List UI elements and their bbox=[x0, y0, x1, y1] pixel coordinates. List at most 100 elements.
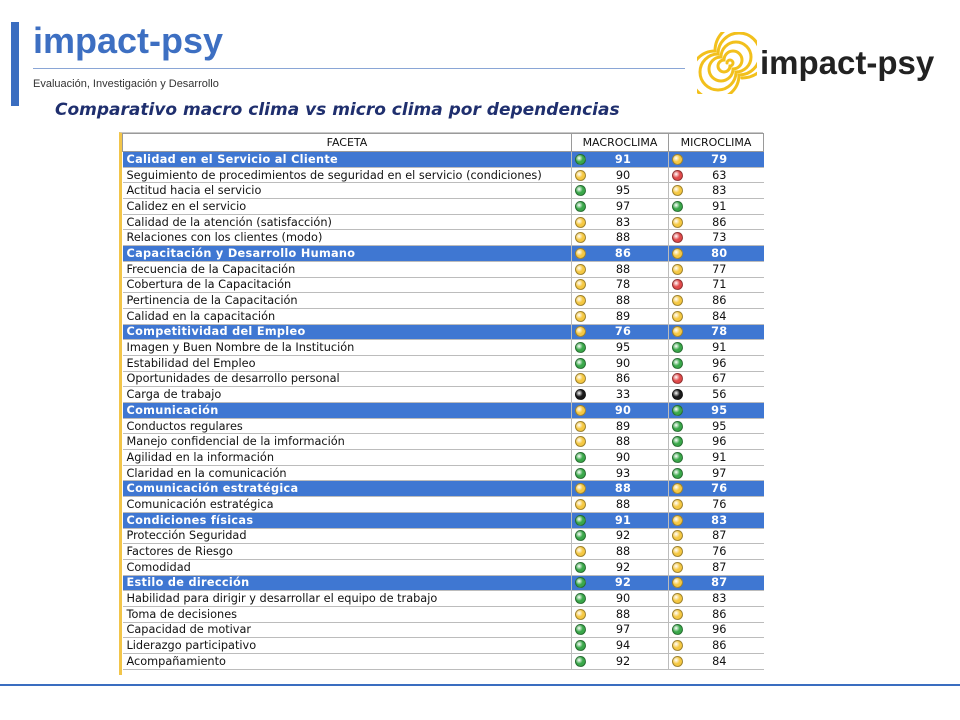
score-value: 88 bbox=[615, 294, 631, 308]
score-value: 92 bbox=[615, 529, 631, 543]
score-value: 94 bbox=[615, 639, 631, 653]
score-value: 91 bbox=[614, 152, 632, 166]
macroclima-cell: 88 bbox=[571, 480, 669, 498]
macroclima-cell: 76 bbox=[571, 324, 669, 341]
microclima-cell: 56 bbox=[668, 386, 764, 403]
faceta-cell: Comunicación bbox=[122, 402, 572, 419]
status-dot-icon bbox=[672, 655, 683, 667]
status-dot-icon bbox=[575, 655, 586, 667]
microclima-cell: 87 bbox=[668, 559, 764, 576]
status-dot-icon bbox=[672, 279, 683, 291]
score-value: 97 bbox=[712, 466, 727, 480]
score-value: 91 bbox=[712, 341, 727, 355]
status-dot-icon bbox=[672, 153, 683, 165]
score-value: 33 bbox=[615, 388, 631, 402]
status-dot-icon bbox=[575, 200, 586, 212]
status-dot-icon bbox=[672, 467, 683, 479]
status-dot-icon bbox=[672, 514, 683, 526]
score-value: 63 bbox=[712, 168, 727, 182]
microclima-cell: 76 bbox=[668, 496, 764, 513]
macroclima-cell: 91 bbox=[571, 151, 669, 168]
score-value: 78 bbox=[711, 325, 728, 339]
faceta-cell: Toma de decisiones bbox=[122, 606, 572, 623]
macroclima-cell: 88 bbox=[571, 433, 669, 451]
microclima-cell: 91 bbox=[668, 339, 764, 356]
status-dot-icon bbox=[575, 593, 586, 605]
status-dot-icon bbox=[672, 420, 683, 432]
column-header-microclima: MICROCLIMA bbox=[668, 133, 764, 152]
macroclima-cell: 83 bbox=[571, 214, 669, 231]
macroclima-cell: 88 bbox=[571, 606, 669, 623]
table-header-row: FACETA MACROCLIMA MICROCLIMA bbox=[122, 133, 764, 152]
score-value: 83 bbox=[711, 513, 728, 527]
macroclima-cell: 88 bbox=[571, 261, 669, 278]
score-value: 67 bbox=[712, 372, 727, 386]
score-value: 86 bbox=[712, 294, 727, 308]
status-dot-icon bbox=[575, 373, 586, 385]
score-value: 76 bbox=[712, 545, 727, 559]
score-value: 76 bbox=[614, 325, 632, 339]
status-dot-icon bbox=[575, 420, 586, 432]
table-row: Calidad de la atención (satisfacción) 83 8… bbox=[122, 214, 764, 231]
table-row: Actitud hacia el servicio 95 83 bbox=[122, 182, 764, 200]
macroclima-cell: 90 bbox=[571, 167, 669, 184]
table-row: Agilidad en la información 90 91 bbox=[122, 449, 764, 466]
macroclima-cell: 91 bbox=[571, 512, 669, 529]
microclima-cell: 80 bbox=[668, 245, 764, 262]
microclima-cell: 76 bbox=[668, 543, 764, 560]
microclima-cell: 86 bbox=[668, 214, 764, 231]
status-dot-icon bbox=[672, 200, 683, 212]
column-header-macroclima: MACROCLIMA bbox=[571, 133, 669, 152]
faceta-cell: Comunicación estratégica bbox=[122, 480, 572, 498]
faceta-cell: Relaciones con los clientes (modo) bbox=[122, 229, 572, 247]
score-value: 84 bbox=[712, 654, 727, 668]
score-value: 89 bbox=[615, 309, 631, 323]
status-dot-icon bbox=[672, 451, 683, 463]
status-dot-icon bbox=[575, 467, 586, 479]
score-value: 93 bbox=[615, 466, 631, 480]
table-row: Carga de trabajo 33 56 bbox=[122, 386, 764, 403]
status-dot-icon bbox=[672, 640, 683, 652]
macroclima-cell: 88 bbox=[571, 292, 669, 309]
macroclima-cell: 90 bbox=[571, 590, 669, 607]
faceta-cell: Acompañamiento bbox=[122, 653, 572, 670]
microclima-cell: 91 bbox=[668, 449, 764, 466]
status-dot-icon bbox=[575, 624, 586, 636]
faceta-cell: Comunicación estratégica bbox=[122, 496, 572, 513]
table-row: Capacidad de motivar 97 96 bbox=[122, 622, 764, 639]
faceta-cell: Protección Seguridad bbox=[122, 528, 572, 545]
microclima-cell: 76 bbox=[668, 480, 764, 498]
score-value: 78 bbox=[615, 278, 631, 292]
table-row: Cobertura de la Capacitación 78 71 bbox=[122, 277, 764, 294]
score-value: 95 bbox=[712, 419, 727, 433]
faceta-cell: Oportunidades de desarrollo personal bbox=[122, 371, 572, 388]
macroclima-cell: 95 bbox=[571, 339, 669, 356]
macroclima-cell: 97 bbox=[571, 198, 669, 215]
score-value: 76 bbox=[712, 497, 727, 511]
status-dot-icon bbox=[575, 577, 586, 589]
status-dot-icon bbox=[672, 608, 683, 620]
macroclima-cell: 89 bbox=[571, 418, 669, 435]
status-dot-icon bbox=[672, 216, 683, 228]
table-row: Comunicación estratégica 88 76 bbox=[122, 496, 764, 513]
faceta-cell: Claridad en la comunicación bbox=[122, 465, 572, 482]
score-value: 96 bbox=[712, 435, 727, 449]
microclima-cell: 96 bbox=[668, 355, 764, 372]
status-dot-icon bbox=[672, 295, 683, 307]
score-value: 87 bbox=[712, 529, 727, 543]
comparison-table: FACETA MACROCLIMA MICROCLIMA Calidad en … bbox=[122, 133, 764, 670]
macroclima-cell: 95 bbox=[571, 182, 669, 200]
status-dot-icon bbox=[575, 530, 586, 542]
status-dot-icon bbox=[672, 263, 683, 275]
microclima-cell: 84 bbox=[668, 308, 764, 325]
macroclima-cell: 33 bbox=[571, 386, 669, 403]
score-value: 88 bbox=[615, 545, 631, 559]
microclima-cell: 86 bbox=[668, 637, 764, 654]
macroclima-cell: 92 bbox=[571, 653, 669, 670]
macroclima-cell: 90 bbox=[571, 449, 669, 466]
status-dot-icon bbox=[575, 357, 586, 369]
macroclima-cell: 92 bbox=[571, 528, 669, 545]
score-value: 77 bbox=[712, 262, 727, 276]
table-row: Oportunidades de desarrollo personal 86 67 bbox=[122, 371, 764, 388]
macroclima-cell: 86 bbox=[571, 245, 669, 262]
